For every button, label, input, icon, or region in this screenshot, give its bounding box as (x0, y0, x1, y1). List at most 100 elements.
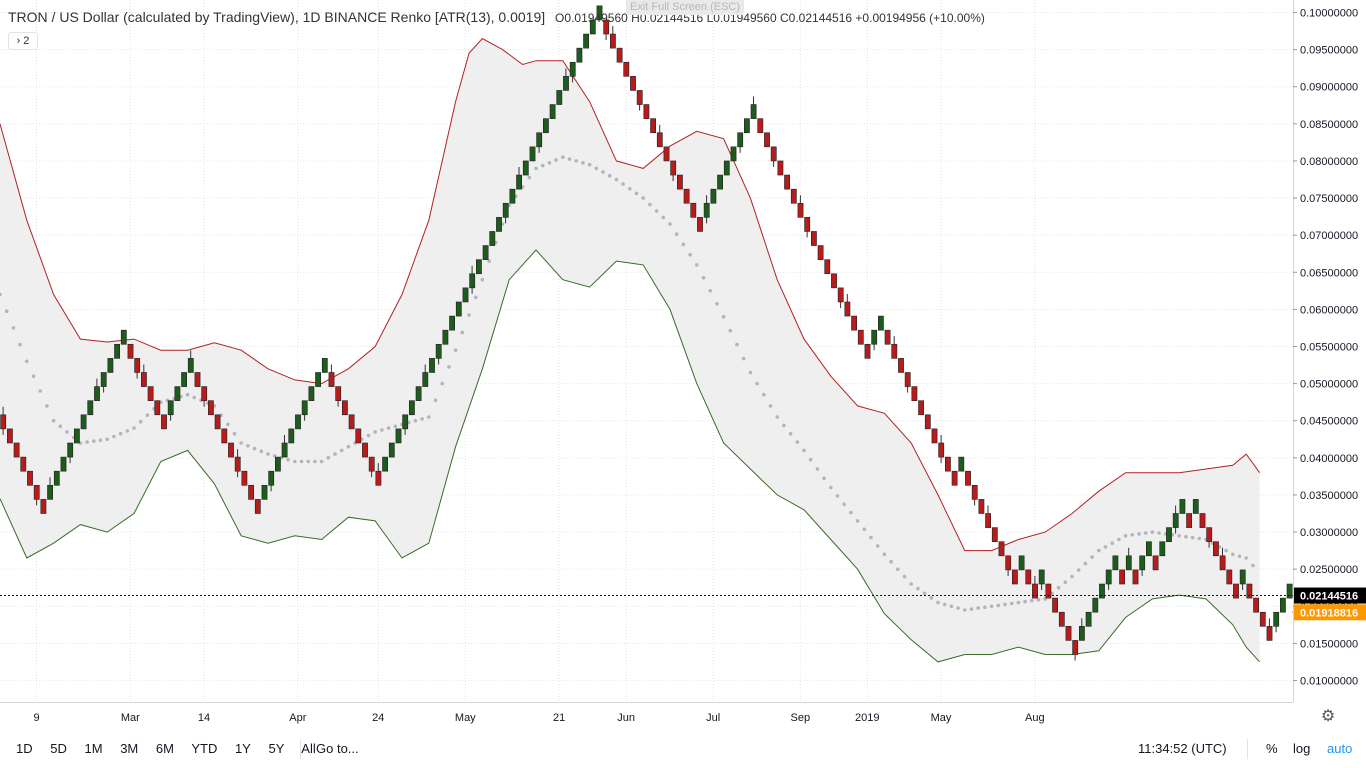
basis-dot (969, 607, 974, 611)
price-tick-label: 0.01000000 (1300, 676, 1358, 688)
basis-dot (1197, 536, 1202, 541)
toolbar-divider-right (1247, 739, 1248, 759)
basis-dot (1237, 554, 1242, 558)
basis-dot (547, 161, 552, 165)
price-tick-label: 0.09000000 (1300, 82, 1358, 94)
down-brick (670, 160, 677, 176)
basis-dot (252, 446, 257, 451)
basis-dot (1016, 600, 1021, 605)
basis-dot (25, 359, 29, 364)
up-brick (1085, 611, 1092, 627)
up-brick (120, 329, 127, 345)
up-brick (1273, 611, 1280, 627)
basis-dot (1023, 599, 1027, 604)
range-3m-button[interactable]: 3M (120, 741, 139, 756)
up-brick (462, 287, 469, 303)
range-5d-button[interactable]: 5D (50, 741, 67, 756)
down-brick (154, 400, 161, 416)
price-tick-label: 0.10000000 (1300, 8, 1358, 20)
range-6m-button[interactable]: 6M (155, 741, 174, 756)
down-brick (1072, 640, 1079, 655)
range-1m-button[interactable]: 1M (84, 741, 103, 756)
basis-dot (902, 574, 907, 579)
down-brick (1032, 583, 1038, 599)
up-brick (509, 188, 516, 204)
range-5y-button[interactable]: 5Y (268, 741, 285, 756)
down-brick (911, 386, 918, 401)
down-brick (1152, 555, 1159, 571)
basis-dot (58, 424, 63, 429)
percent-scale-toggle[interactable]: % (1266, 741, 1278, 756)
down-brick (817, 245, 824, 260)
symbol-title[interactable]: TRON / US Dollar (calculated by TradingV… (8, 9, 295, 25)
time-axis[interactable]: 9 Mar 14 Apr 24 May 21 Jun Jul Sep 2019 May Aug (0, 702, 1293, 725)
goto-date-button[interactable]: Go to... (316, 741, 359, 756)
up-brick (703, 202, 710, 218)
basis-dot (266, 452, 270, 456)
basis-dot (822, 476, 826, 481)
basis-dot (487, 259, 491, 263)
indicators-toggle-button[interactable]: › 2 (8, 32, 38, 50)
up-brick (542, 118, 549, 134)
up-brick (717, 174, 723, 190)
gear-icon[interactable]: ⚙ (1320, 708, 1336, 725)
down-brick (965, 470, 971, 486)
up-brick (1192, 499, 1199, 514)
up-brick (100, 372, 107, 387)
up-brick (563, 76, 569, 91)
up-brick (295, 414, 301, 430)
down-brick (636, 90, 643, 105)
basis-dot (226, 422, 230, 427)
range-1y-button[interactable]: 1Y (234, 741, 251, 756)
basis-dot (929, 596, 934, 600)
interval-label[interactable]: 1D (302, 9, 321, 25)
basis-dot (983, 605, 987, 609)
basis-dot (453, 348, 458, 353)
basis-dot (674, 232, 679, 236)
down-brick (804, 217, 811, 232)
basis-dot (286, 457, 290, 462)
log-scale-toggle[interactable]: log (1293, 741, 1311, 756)
price-axis[interactable]: 0.10000000 0.09500000 0.09000000 0.08500000… (1293, 0, 1366, 730)
down-brick (904, 372, 911, 387)
up-brick (435, 343, 442, 359)
exit-fullscreen-hint[interactable]: Exit Full Screen (ESC) (626, 0, 744, 15)
down-brick (1132, 569, 1139, 585)
down-brick (20, 456, 27, 472)
basis-dot (634, 191, 639, 196)
auto-scale-toggle[interactable]: auto (1327, 741, 1353, 756)
basis-dot (889, 559, 893, 564)
basis-dot (333, 452, 337, 456)
up-brick (536, 132, 543, 148)
down-brick (254, 499, 261, 514)
basis-dot (473, 295, 478, 300)
basis-dot (802, 448, 806, 453)
down-brick (898, 358, 904, 373)
up-brick (308, 386, 315, 401)
basis-dot (849, 510, 853, 515)
basis-dot (963, 608, 967, 612)
basis-dot (782, 423, 786, 428)
down-brick (127, 343, 134, 359)
up-brick (429, 358, 435, 373)
basis-dot (581, 161, 585, 165)
range-all-button[interactable]: All (301, 741, 316, 756)
basis-dot (869, 535, 873, 540)
price-tick-label: 0.07000000 (1300, 230, 1358, 242)
up-brick (737, 132, 744, 148)
time-tick-label: Jun (617, 712, 635, 724)
up-brick (315, 372, 321, 387)
basis-dot (601, 170, 605, 174)
renko-chart[interactable]: 0.10000000 0.09500000 0.09000000 0.08500000… (0, 0, 1366, 730)
basis-dot (246, 444, 250, 448)
down-brick (248, 484, 254, 500)
up-brick (60, 456, 67, 472)
basis-dot (748, 370, 753, 375)
basis-dot (540, 163, 545, 168)
up-brick (1166, 527, 1172, 543)
utc-clock[interactable]: 11:34:52 (UTC) (1138, 741, 1227, 756)
range-ytd-button[interactable]: YTD (191, 741, 218, 756)
chart-style-label: Renko [ATR(13), 0.0019] (390, 9, 546, 25)
time-tick-label: 9 (33, 712, 39, 724)
range-1d-button[interactable]: 1D (16, 741, 33, 756)
